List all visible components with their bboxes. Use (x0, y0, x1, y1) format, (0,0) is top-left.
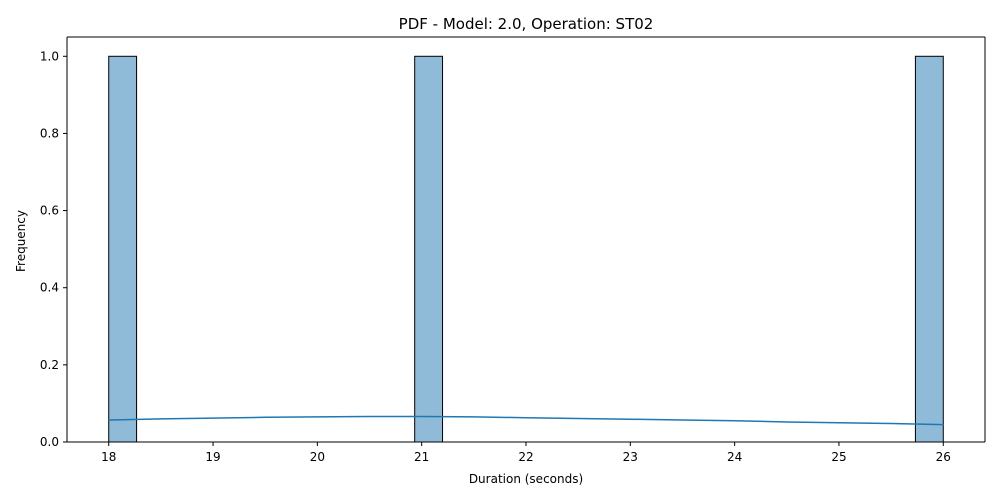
histogram-bar (108, 55, 138, 443)
x-tick-label: 24 (727, 450, 742, 464)
histogram-bar (914, 55, 944, 443)
kde-line (108, 415, 944, 426)
bars-layer (108, 55, 944, 443)
x-axis-label: Duration (seconds) (469, 472, 583, 486)
x-tick-label: 20 (310, 450, 325, 464)
chart-title: PDF - Model: 2.0, Operation: ST02 (399, 15, 654, 33)
x-tick-label: 21 (414, 450, 429, 464)
y-tick-label: 0.2 (40, 358, 59, 372)
y-tick-label: 0.0 (40, 435, 59, 449)
y-tick-label: 1.0 (40, 49, 59, 63)
x-tick-label: 23 (623, 450, 638, 464)
y-tick-label: 0.4 (40, 281, 59, 295)
x-tick-label: 22 (518, 450, 533, 464)
histogram-bar (414, 55, 444, 443)
y-tick-label: 0.6 (40, 204, 59, 218)
kde-layer (108, 415, 944, 426)
x-tick-label: 18 (101, 450, 116, 464)
x-tick-label: 19 (205, 450, 220, 464)
y-tick-label: 0.8 (40, 126, 59, 140)
y-axis-label: Frequency (14, 210, 28, 272)
ticks-layer: 18 19 20 21 22 23 24 25 26 0.0 0.2 0.4 0.6 0.8 1.0 (40, 49, 951, 464)
x-tick-label: 26 (936, 450, 951, 464)
x-tick-label: 25 (831, 450, 846, 464)
